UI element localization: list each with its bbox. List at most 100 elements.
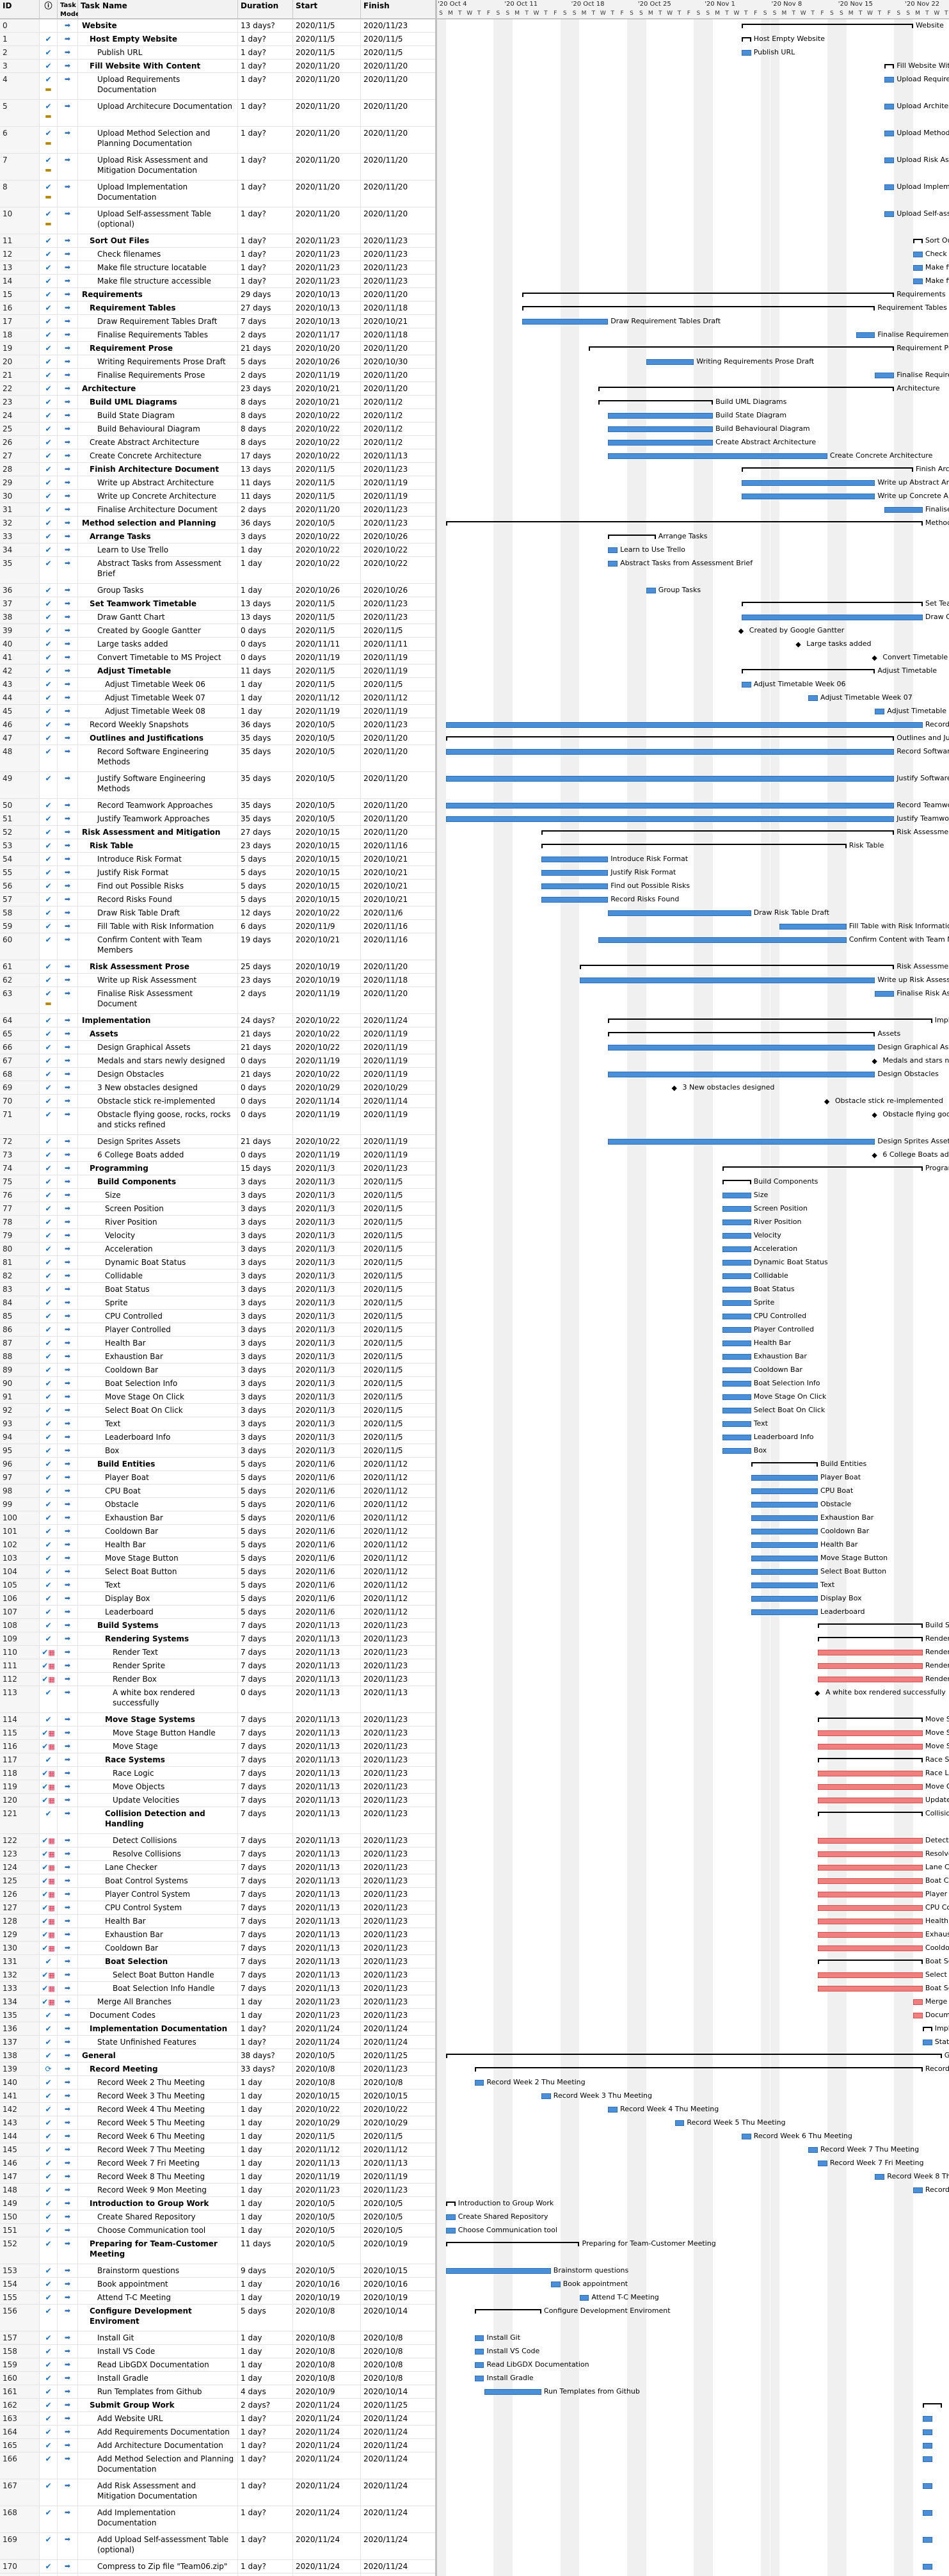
task-finish-cell[interactable]: 2020/11/5	[361, 1323, 436, 1336]
task-finish-cell[interactable]: 2020/10/8	[361, 2358, 436, 2371]
task-mode-cell[interactable]: ➡	[58, 1579, 78, 1591]
task-name-cell[interactable]: Record Meeting	[78, 2063, 238, 2075]
task-duration-cell[interactable]: 5 days	[238, 1511, 293, 1524]
task-name-cell[interactable]: Document Codes	[78, 2009, 238, 2022]
task-name-cell[interactable]: Compress to Zip file "Team06.zip"	[78, 2560, 238, 2573]
task-name-cell[interactable]: Record Week 3 Thu Meeting	[78, 2089, 238, 2102]
task-name-cell[interactable]: Record Week 7 Fri Meeting	[78, 2157, 238, 2169]
task-duration-cell[interactable]: 1 day	[238, 2089, 293, 2102]
task-finish-cell[interactable]: 2020/11/23	[361, 1995, 436, 2008]
task-row[interactable]: 146 ✔ ➡ Record Week 7 Fri Meeting 1 day 2020/…	[0, 2157, 436, 2170]
task-finish-cell[interactable]: 2020/11/20	[361, 369, 436, 382]
task-bar[interactable]	[722, 1246, 751, 1252]
task-start-cell[interactable]: 2020/11/24	[293, 2426, 361, 2438]
task-name-cell[interactable]: Justify Risk Format	[78, 866, 238, 879]
task-start-cell[interactable]: 2020/10/22	[293, 1135, 361, 1148]
task-start-cell[interactable]: 2020/11/13	[293, 1915, 361, 1928]
task-id-cell[interactable]: 24	[0, 409, 40, 422]
task-id-cell[interactable]: 137	[0, 2036, 40, 2049]
task-start-cell[interactable]: 2020/11/3	[293, 1417, 361, 1430]
task-row[interactable]: 89 ✔ ➡ Cooldown Bar 3 days 2020/11/3 2020/11/5	[0, 1364, 436, 1377]
task-info-cell[interactable]: ✔	[40, 1632, 58, 1645]
critical-task-bar[interactable]	[818, 1919, 923, 1924]
task-finish-cell[interactable]: 2020/11/23	[361, 1646, 436, 1659]
task-mode-cell[interactable]: ➡	[58, 181, 78, 207]
task-name-cell[interactable]: Render Box	[78, 1673, 238, 1686]
task-duration-cell[interactable]: 1 day?	[238, 2022, 293, 2035]
task-finish-cell[interactable]: 2020/11/5	[361, 1350, 436, 1363]
col-header-task-name[interactable]: Task Name	[78, 0, 238, 19]
milestone-diamond[interactable]: ◆	[671, 1084, 677, 1092]
task-info-cell[interactable]: ✔	[40, 812, 58, 825]
task-start-cell[interactable]: 2020/11/20	[293, 73, 361, 99]
task-row[interactable]: 155 ✔ ➡ Attend T-C Meeting 1 day 2020/10/19 20…	[0, 2291, 436, 2305]
summary-bar[interactable]	[741, 24, 914, 28]
task-info-cell[interactable]: ✔	[40, 2426, 58, 2438]
task-mode-cell[interactable]: ➡	[58, 866, 78, 879]
task-start-cell[interactable]: 2020/11/5	[293, 678, 361, 691]
summary-bar[interactable]	[608, 535, 656, 539]
task-info-cell[interactable]: ✔	[40, 2372, 58, 2385]
task-id-cell[interactable]: 36	[0, 584, 40, 597]
task-info-cell[interactable]: ✔	[40, 2479, 58, 2506]
task-info-cell[interactable]: ✔▦	[40, 1874, 58, 1887]
task-id-cell[interactable]: 114	[0, 1713, 40, 1726]
task-start-cell[interactable]: 2020/10/29	[293, 2116, 361, 2129]
task-id-cell[interactable]: 75	[0, 1175, 40, 1188]
task-duration-cell[interactable]: 4 days	[238, 2385, 293, 2398]
task-info-cell[interactable]: ✔	[40, 2210, 58, 2223]
task-duration-cell[interactable]: 1 day	[238, 2157, 293, 2169]
task-id-cell[interactable]: 156	[0, 2305, 40, 2331]
task-row[interactable]: 63 ✔ ▬ ➡ Finalise Risk Assessment Document 2 …	[0, 987, 436, 1014]
task-duration-cell[interactable]: 13 days	[238, 597, 293, 610]
task-mode-cell[interactable]: ➡	[58, 799, 78, 812]
task-start-cell[interactable]: 2020/10/8	[293, 2358, 361, 2371]
task-finish-cell[interactable]: 2020/11/24	[361, 2506, 436, 2532]
task-finish-cell[interactable]: 2020/11/23	[361, 1659, 436, 1672]
task-finish-cell[interactable]: 2020/10/29	[361, 1081, 436, 1094]
task-row[interactable]: 36 ✔ ➡ Group Tasks 1 day 2020/10/26 2020/10/26	[0, 584, 436, 597]
task-id-cell[interactable]: 77	[0, 1202, 40, 1215]
task-info-cell[interactable]: ✔	[40, 1350, 58, 1363]
task-start-cell[interactable]: 2020/11/13	[293, 1874, 361, 1887]
task-bar[interactable]	[913, 265, 923, 271]
task-row[interactable]: 144 ✔ ➡ Record Week 6 Thu Meeting 1 day 2020/…	[0, 2130, 436, 2143]
summary-bar[interactable]	[741, 602, 923, 606]
summary-bar[interactable]	[741, 669, 875, 673]
task-mode-cell[interactable]: ➡	[58, 2452, 78, 2479]
task-mode-cell[interactable]: ➡	[58, 1377, 78, 1390]
task-start-cell[interactable]: 2020/11/13	[293, 1753, 361, 1766]
task-id-cell[interactable]: 50	[0, 799, 40, 812]
task-row[interactable]: 83 ✔ ➡ Boat Status 3 days 2020/11/3 2020/11/5	[0, 1283, 436, 1296]
task-bar[interactable]	[751, 1569, 818, 1575]
task-name-cell[interactable]: Confirm Content with Team Members	[78, 933, 238, 960]
task-mode-cell[interactable]: ➡	[58, 2143, 78, 2156]
task-id-cell[interactable]: 2	[0, 46, 40, 59]
task-duration-cell[interactable]: 5 days	[238, 1606, 293, 1618]
task-start-cell[interactable]: 2020/10/5	[293, 2210, 361, 2223]
task-start-cell[interactable]: 2020/11/13	[293, 1767, 361, 1780]
task-row[interactable]: 131 ✔ ➡ Boat Selection 7 days 2020/11/13 2020/…	[0, 1955, 436, 1968]
task-finish-cell[interactable]: 2020/11/23	[361, 1673, 436, 1686]
task-bar[interactable]	[722, 1367, 751, 1373]
task-mode-cell[interactable]: ➡	[58, 315, 78, 328]
task-duration-cell[interactable]: 5 days	[238, 853, 293, 865]
task-duration-cell[interactable]: 1 day	[238, 2170, 293, 2183]
task-id-cell[interactable]: 16	[0, 302, 40, 314]
task-duration-cell[interactable]: 5 days	[238, 1538, 293, 1551]
task-info-cell[interactable]: ✔	[40, 1310, 58, 1323]
task-mode-cell[interactable]: ➡	[58, 1565, 78, 1578]
task-start-cell[interactable]: 2020/11/13	[293, 1942, 361, 1954]
task-id-cell[interactable]: 166	[0, 2452, 40, 2479]
task-duration-cell[interactable]: 1 day	[238, 2291, 293, 2304]
task-mode-cell[interactable]: ➡	[58, 2210, 78, 2223]
task-duration-cell[interactable]: 8 days	[238, 396, 293, 408]
task-duration-cell[interactable]: 3 days	[238, 1175, 293, 1188]
task-start-cell[interactable]: 2020/11/3	[293, 1377, 361, 1390]
task-bar[interactable]	[722, 1273, 751, 1279]
summary-bar[interactable]	[922, 2403, 942, 2408]
task-row[interactable]: 150 ✔ ➡ Create Shared Repository 1 day 2020/1…	[0, 2210, 436, 2224]
task-row[interactable]: 90 ✔ ➡ Boat Selection Info 3 days 2020/11/3 20…	[0, 1377, 436, 1390]
task-duration-cell[interactable]: 1 day	[238, 2009, 293, 2022]
task-row[interactable]: 51 ✔ ➡ Justify Teamwork Approaches 35 days 20…	[0, 812, 436, 826]
